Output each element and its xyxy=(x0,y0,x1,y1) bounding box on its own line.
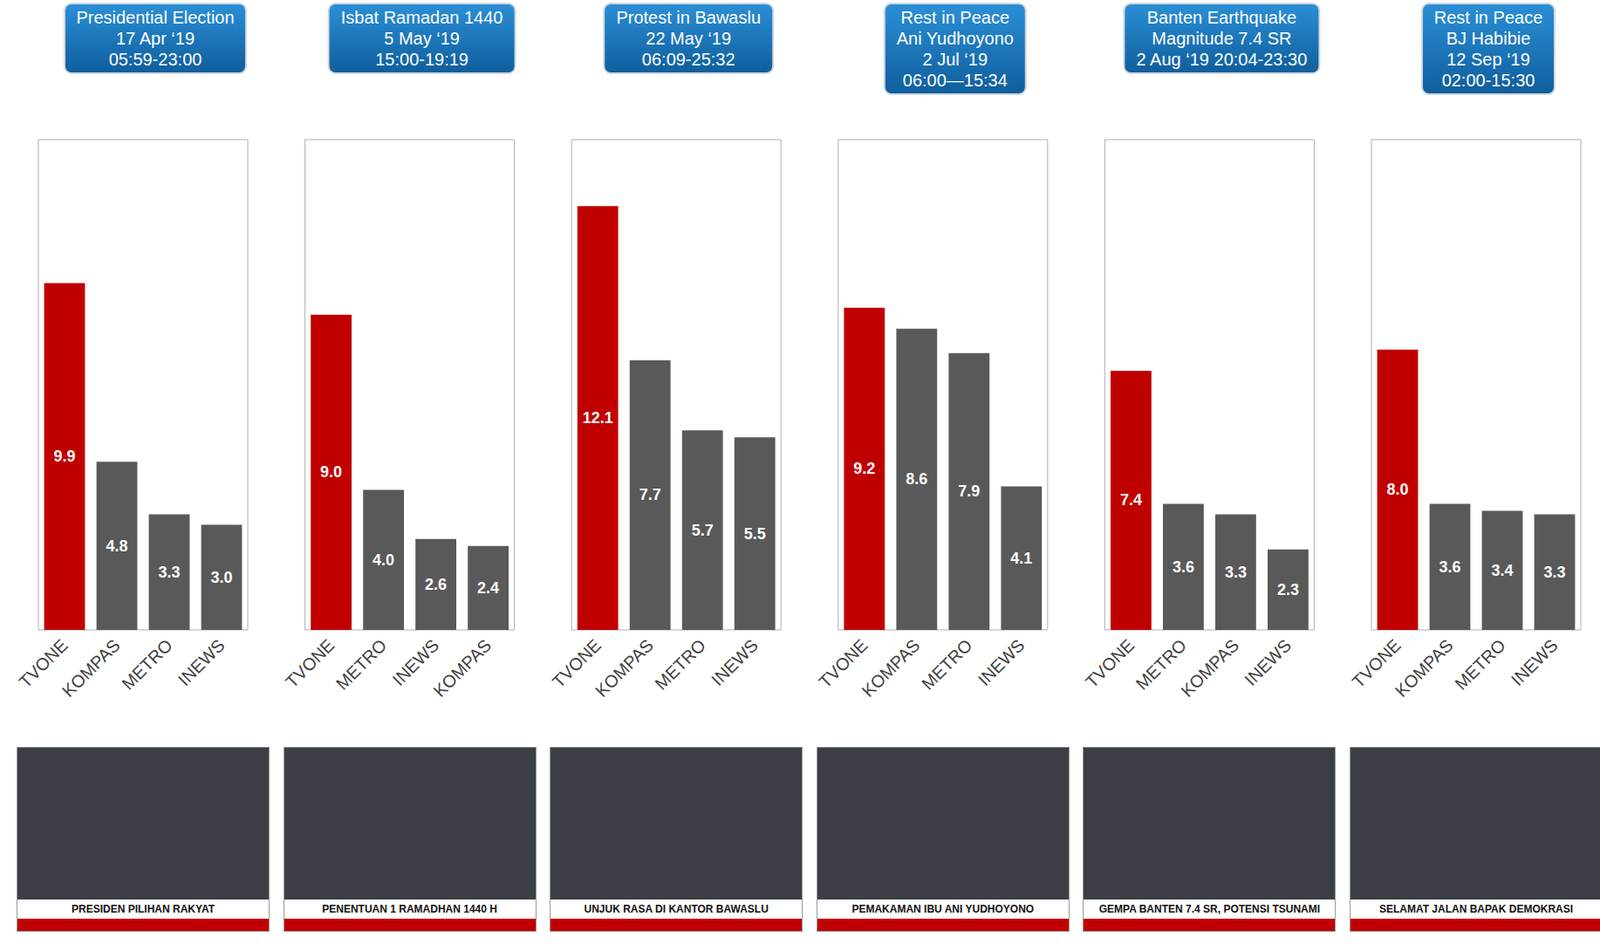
svg-text:5.5: 5.5 xyxy=(744,525,766,543)
html-text:SELAMAT JALAN BAPAK DEMOKRASI: SELAMAT JALAN BAPAK DEMOKRASI xyxy=(1379,902,1574,916)
svg-text:7.4: 7.4 xyxy=(1120,491,1142,509)
svg-text:TVONE: TVONE xyxy=(815,635,872,692)
svg-text:2.6: 2.6 xyxy=(424,575,447,594)
svg-text:5.7: 5.7 xyxy=(691,521,714,540)
svg-text:22 May ‘19: 22 May ‘19 xyxy=(645,28,732,48)
svg-text:9.2: 9.2 xyxy=(853,459,876,478)
svg-text:06:09-25:32: 06:09-25:32 xyxy=(642,49,736,69)
svg-text:KOMPAS: KOMPAS xyxy=(429,635,495,701)
svg-text:12 Sep ‘19: 12 Sep ‘19 xyxy=(1446,49,1531,69)
svg-text:METRO: METRO xyxy=(332,635,391,694)
svg-text:INEWS: INEWS xyxy=(1507,635,1562,690)
svg-text:4.8: 4.8 xyxy=(105,537,128,555)
svg-text:8.6: 8.6 xyxy=(905,470,928,488)
svg-text:3.3: 3.3 xyxy=(157,563,180,582)
svg-text:15:00-19:19: 15:00-19:19 xyxy=(375,49,469,69)
svg-text:KOMPAS: KOMPAS xyxy=(1176,635,1243,701)
svg-text:2 Jul ‘19: 2 Jul ‘19 xyxy=(923,49,989,69)
svg-text:METRO: METRO xyxy=(1132,635,1191,694)
svg-text:3.4: 3.4 xyxy=(1490,561,1513,580)
svg-text:9.0: 9.0 xyxy=(320,463,342,481)
svg-text:3.3: 3.3 xyxy=(1224,563,1247,582)
html-text:PRESIDEN PILIHAN RAKYAT: PRESIDEN PILIHAN RAKYAT xyxy=(71,902,215,916)
svg-text:9.9: 9.9 xyxy=(53,447,76,465)
svg-text:2 Aug ‘19 20:04-23:30: 2 Aug ‘19 20:04-23:30 xyxy=(1136,49,1308,69)
svg-text:4.0: 4.0 xyxy=(372,551,395,569)
svg-text:Ani Yudhoyono: Ani Yudhoyono xyxy=(896,28,1014,48)
svg-text:12.1: 12.1 xyxy=(582,409,614,427)
svg-text:5 May ‘19: 5 May ‘19 xyxy=(383,28,460,48)
svg-text:Presidential Election: Presidential Election xyxy=(75,7,234,28)
svg-text:Magnitude 7.4 SR: Magnitude 7.4 SR xyxy=(1151,28,1292,48)
svg-text:INEWS: INEWS xyxy=(707,635,762,690)
svg-text:INEWS: INEWS xyxy=(388,635,443,690)
svg-text:TVONE: TVONE xyxy=(15,635,72,692)
svg-text:TVONE: TVONE xyxy=(548,635,605,692)
svg-text:8.0: 8.0 xyxy=(1386,480,1409,499)
svg-text:KOMPAS: KOMPAS xyxy=(858,635,924,701)
html-text:UNJUK RASA DI KANTOR BAWASLU: UNJUK RASA DI KANTOR BAWASLU xyxy=(584,902,769,916)
html-text:PENENTUAN 1 RAMADHAN 1440 H: PENENTUAN 1 RAMADHAN 1440 H xyxy=(322,902,498,916)
svg-text:Protest in Bawaslu: Protest in Bawaslu xyxy=(615,7,761,28)
svg-text:KOMPAS: KOMPAS xyxy=(1391,635,1457,701)
svg-text:3.3: 3.3 xyxy=(1543,563,1566,582)
svg-text:2.3: 2.3 xyxy=(1277,581,1300,599)
svg-text:Rest in Peace: Rest in Peace xyxy=(1434,7,1544,28)
svg-text:7.9: 7.9 xyxy=(957,482,980,500)
svg-text:3.6: 3.6 xyxy=(1172,558,1195,576)
svg-text:Rest in Peace: Rest in Peace xyxy=(901,7,1011,28)
svg-text:05:59-23:00: 05:59-23:00 xyxy=(109,49,203,69)
svg-text:KOMPAS: KOMPAS xyxy=(591,635,657,701)
svg-text:4.1: 4.1 xyxy=(1010,549,1033,568)
svg-text:06:00—15:34: 06:00—15:34 xyxy=(902,70,1008,90)
html-text:GEMPA BANTEN 7.4 SR, POTENSI T: GEMPA BANTEN 7.4 SR, POTENSI TSUNAMI xyxy=(1098,902,1321,916)
svg-text:METRO: METRO xyxy=(117,635,177,694)
svg-text:METRO: METRO xyxy=(917,635,977,694)
svg-text:7.7: 7.7 xyxy=(639,485,662,504)
svg-text:METRO: METRO xyxy=(650,635,710,694)
svg-text:3.0: 3.0 xyxy=(210,568,233,587)
svg-text:02:00-15:30: 02:00-15:30 xyxy=(1442,70,1536,90)
svg-text:Isbat Ramadan 1440: Isbat Ramadan 1440 xyxy=(341,7,504,28)
svg-text:Banten Earthquake: Banten Earthquake xyxy=(1147,7,1297,28)
svg-text:17 Apr ‘19: 17 Apr ‘19 xyxy=(116,28,195,48)
svg-text:METRO: METRO xyxy=(1450,635,1510,694)
svg-text:2.4: 2.4 xyxy=(477,579,500,597)
svg-text:KOMPAS: KOMPAS xyxy=(58,635,124,701)
svg-text:BJ Habibie: BJ Habibie xyxy=(1446,28,1532,48)
html-text:PEMAKAMAN IBU ANI YUDHOYONO: PEMAKAMAN IBU ANI YUDHOYONO xyxy=(851,902,1034,916)
svg-text:TVONE: TVONE xyxy=(1081,635,1138,691)
svg-text:INEWS: INEWS xyxy=(974,635,1029,690)
svg-text:TVONE: TVONE xyxy=(281,635,338,691)
svg-text:INEWS: INEWS xyxy=(1240,635,1295,690)
svg-text:3.6: 3.6 xyxy=(1438,558,1461,576)
svg-text:TVONE: TVONE xyxy=(1348,635,1405,692)
svg-text:INEWS: INEWS xyxy=(174,635,229,690)
